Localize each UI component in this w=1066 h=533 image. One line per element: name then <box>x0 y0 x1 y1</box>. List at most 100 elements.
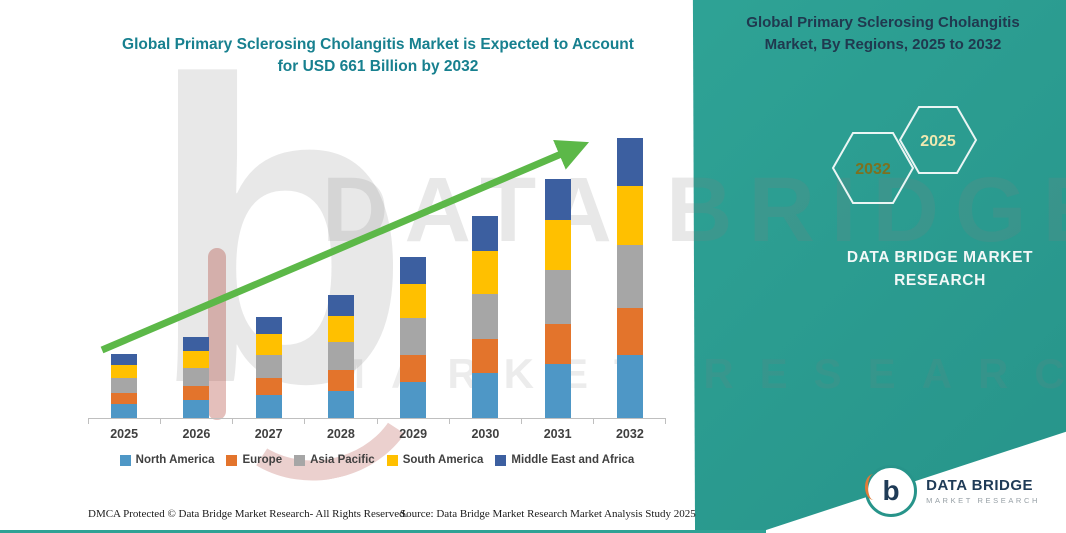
stacked-bar-2025 <box>111 353 138 418</box>
x-axis-label: 2027 <box>254 427 283 441</box>
x-axis-label: 2031 <box>543 427 572 441</box>
bar-segment-north-america <box>616 354 643 418</box>
bar-segment-asia-pacific <box>183 368 210 387</box>
bar-segment-south-america <box>183 351 210 369</box>
brand-wordmark: DATA BRIDGE MARKET RESEARCH <box>846 249 1034 290</box>
source-note: Source: Data Bridge Market Research Mark… <box>400 508 696 520</box>
x-axis-label: 2030 <box>471 427 500 441</box>
bar-segment-europe <box>544 324 571 365</box>
bar-segment-asia-pacific <box>111 378 138 393</box>
logo-mark-icon: b <box>865 465 918 517</box>
dmca-notice: DMCA Protected © Data Bridge Market Rese… <box>88 508 408 520</box>
bar-segment-asia-pacific <box>255 355 282 379</box>
bar-segment-europe <box>400 354 427 382</box>
bar-segment-europe <box>616 307 643 355</box>
bar-segment-asia-pacific <box>616 244 643 308</box>
legend-swatch <box>294 454 306 466</box>
bar-segment-middle-east-and-africa <box>472 216 499 252</box>
bar-column <box>594 138 666 418</box>
legend-item: Middle East and Africa <box>495 454 634 466</box>
x-axis-label: 2029 <box>399 427 428 441</box>
bar-segment-north-america <box>472 372 499 418</box>
stacked-bar-2029 <box>400 256 427 418</box>
axis-tick <box>233 419 306 424</box>
panel-title: Global Primary Sclerosing Cholangitis Ma… <box>746 14 1020 53</box>
bar-segment-europe <box>111 392 138 404</box>
bar-segment-asia-pacific <box>472 293 499 339</box>
bar-segment-north-america <box>255 395 282 418</box>
bar-segment-asia-pacific <box>400 318 427 355</box>
legend-item: South America <box>386 454 483 466</box>
bar-segment-asia-pacific <box>327 342 354 370</box>
stacked-bar-2028 <box>327 295 354 418</box>
bar-segment-south-america <box>111 364 138 379</box>
bar-segment-asia-pacific <box>544 270 571 325</box>
databridge-logo: b DATA BRIDGE MARKET RESEARCH <box>865 465 1040 517</box>
bar-segment-middle-east-and-africa <box>183 337 210 352</box>
x-axis-label: 2032 <box>615 427 644 441</box>
bar-segment-north-america <box>400 381 427 418</box>
bar-segment-middle-east-and-africa <box>616 138 643 186</box>
legend-swatch <box>495 454 507 466</box>
axis-tick <box>88 419 162 424</box>
bar-column <box>305 295 377 418</box>
bar-column <box>233 316 305 418</box>
axis-tick <box>594 419 666 424</box>
bar-segment-middle-east-and-africa <box>255 316 282 335</box>
stacked-bar-chart: 2025 2026 2027 2028 2029 2030 2031 2032 North A… <box>88 138 666 466</box>
stacked-bar-2027 <box>255 316 282 418</box>
legend-swatch <box>386 454 398 466</box>
bar-column <box>160 337 232 418</box>
x-axis-label: 2026 <box>182 427 211 441</box>
logo-name: DATA BRIDGE <box>926 477 1033 494</box>
legend-label: Middle East and Africa <box>511 454 635 466</box>
bar-segment-north-america <box>327 390 354 418</box>
stacked-bar-2026 <box>183 337 210 418</box>
hexagon-2025-outline <box>898 106 978 174</box>
plot-area <box>88 138 666 419</box>
x-axis-label: 2028 <box>326 427 355 441</box>
bar-column <box>449 216 521 418</box>
chart-title: Global Primary Sclerosing Cholangitis Ma… <box>122 36 634 76</box>
legend-label: North America <box>135 454 215 466</box>
axis-tick <box>161 419 234 424</box>
logo-subtitle: MARKET RESEARCH <box>926 496 1040 505</box>
legend-item: North America <box>119 454 215 466</box>
bar-segment-middle-east-and-africa <box>327 295 354 317</box>
bar-segment-europe <box>255 378 282 396</box>
bar-segment-north-america <box>544 364 571 418</box>
x-axis-label: 2025 <box>110 427 139 441</box>
bar-segment-south-america <box>472 251 499 294</box>
bar-segment-north-america <box>111 403 138 418</box>
bar-segment-south-america <box>327 316 354 343</box>
bar-segment-south-america <box>255 334 282 356</box>
hexagon-year-2025: 2025 <box>920 133 956 150</box>
axis-tick <box>378 419 450 424</box>
bar-segment-middle-east-and-africa <box>544 178 571 220</box>
bar-column <box>522 178 594 418</box>
bar-segment-south-america <box>400 284 427 319</box>
bar-column <box>377 256 449 418</box>
bar-segment-south-america <box>544 219 571 271</box>
x-axis-labels: 2025 2026 2027 2028 2029 2030 2031 2032 <box>88 424 666 441</box>
hexagon-year-2032: 2032 <box>855 161 891 178</box>
axis-tick <box>522 419 594 424</box>
x-axis-ticks <box>88 419 666 424</box>
bar-segment-europe <box>183 386 210 400</box>
bar-segment-middle-east-and-africa <box>111 353 138 365</box>
legend-swatch <box>119 454 131 466</box>
logo-monogram: b <box>882 475 900 506</box>
legend-label: Europe <box>242 454 283 466</box>
hexagon-badges: 2032 2025 <box>831 106 978 204</box>
bar-column <box>88 353 160 418</box>
bar-segment-europe <box>327 369 354 391</box>
logo-text-block: DATA BRIDGE MARKET RESEARCH <box>926 477 1040 505</box>
legend-item: Europe <box>226 454 282 466</box>
chart-legend: North America Europe Asia Pacific South Ame… <box>88 454 666 466</box>
bar-segment-north-america <box>183 399 210 418</box>
stacked-bar-2031 <box>544 178 571 418</box>
bar-segment-europe <box>472 338 499 373</box>
stacked-bar-2032 <box>616 138 643 418</box>
bar-segment-middle-east-and-africa <box>400 256 427 285</box>
